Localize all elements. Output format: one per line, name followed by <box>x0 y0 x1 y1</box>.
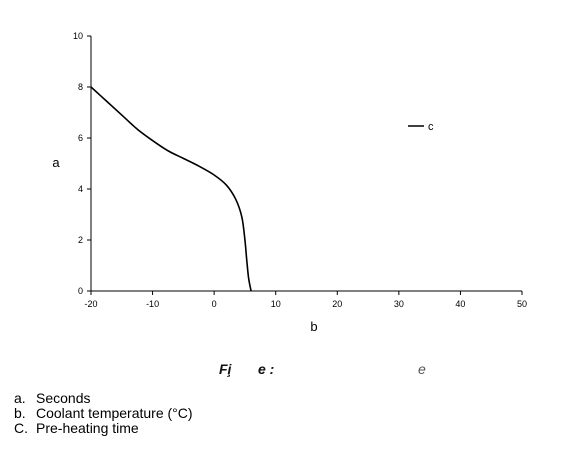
legend-label: c <box>428 121 434 133</box>
x-tick-label: 30 <box>394 299 404 309</box>
y-axis-label: a <box>52 155 60 170</box>
footnote-text: Coolant temperature (°C) <box>36 405 193 421</box>
x-axis-label: b <box>310 319 317 334</box>
ticks: 0 2 4 6 8 10 -20 -10 0 10 20 30 40 50 <box>73 31 527 309</box>
chart: 0 2 4 6 8 10 -20 -10 0 10 20 30 40 50 a b c Fi̧ e : e <box>52 31 527 377</box>
caption: Fi̧ e : e <box>219 361 426 377</box>
y-tick-label: 2 <box>78 235 83 245</box>
x-tick-label: 50 <box>517 299 527 309</box>
y-tick-label: 4 <box>78 184 83 194</box>
x-tick-label: 40 <box>455 299 465 309</box>
x-tick-label: 10 <box>271 299 281 309</box>
caption-fragment-3: e <box>418 361 426 377</box>
footnote-list: a. Seconds b. Coolant temperature (°C) C. P… <box>14 391 193 436</box>
y-tick-label: 6 <box>78 133 83 143</box>
caption-fragment-1: Fi̧ <box>219 361 233 377</box>
footnote-key: b. <box>14 405 26 421</box>
axes <box>90 36 522 292</box>
footnote-key: C. <box>14 420 28 436</box>
x-tick-label: -10 <box>146 299 159 309</box>
series-group <box>90 86 252 292</box>
footnote-c: C. Pre-heating time <box>14 421 193 436</box>
caption-fragment-2: e : <box>258 361 274 377</box>
y-tick-label: 8 <box>78 82 83 92</box>
x-tick-label: 0 <box>212 299 217 309</box>
y-tick-label: 0 <box>78 286 83 296</box>
footnote-b: b. Coolant temperature (°C) <box>14 406 193 421</box>
legend: c <box>408 121 434 133</box>
footnote-text: Pre-heating time <box>36 420 139 436</box>
x-tick-label: -20 <box>84 299 97 309</box>
series-line-1 <box>90 86 252 292</box>
y-tick-label: 10 <box>73 31 83 41</box>
x-tick-label: 20 <box>332 299 342 309</box>
footnote-a: a. Seconds <box>14 391 193 406</box>
footnote-text: Seconds <box>36 390 91 406</box>
footnote-key: a. <box>14 390 26 406</box>
